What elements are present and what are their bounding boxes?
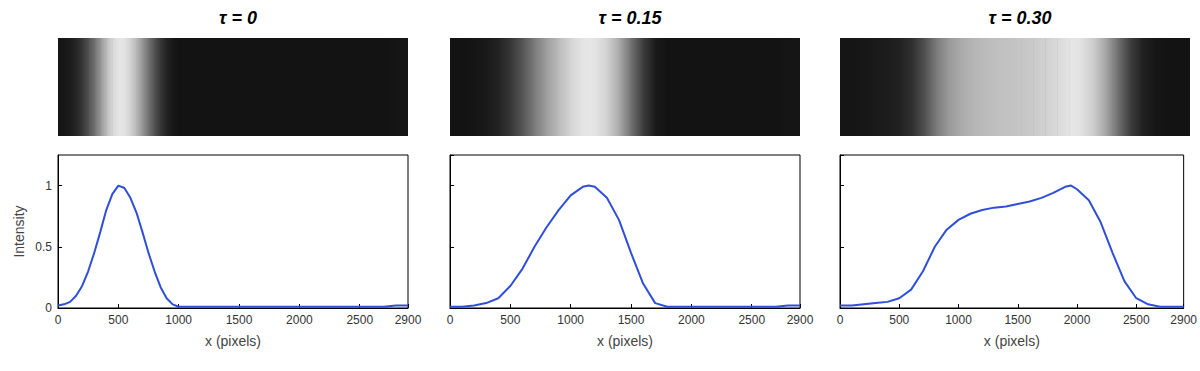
svg-text:1500: 1500 [226, 313, 253, 327]
svg-text:500: 500 [500, 313, 520, 327]
svg-text:1: 1 [45, 179, 52, 193]
svg-text:1500: 1500 [618, 313, 645, 327]
svg-text:2000: 2000 [286, 313, 313, 327]
svg-text:τ = 0.15: τ = 0.15 [599, 8, 663, 28]
svg-text:x (pixels): x (pixels) [984, 333, 1040, 349]
svg-text:0: 0 [45, 301, 52, 315]
svg-text:1000: 1000 [557, 313, 584, 327]
svg-text:1500: 1500 [1004, 313, 1031, 327]
svg-text:x (pixels): x (pixels) [205, 333, 261, 349]
svg-text:500: 500 [108, 313, 128, 327]
svg-text:τ = 0: τ = 0 [219, 8, 257, 28]
svg-text:2900: 2900 [1170, 313, 1197, 327]
svg-text:2500: 2500 [1123, 313, 1150, 327]
svg-text:2500: 2500 [738, 313, 765, 327]
svg-text:τ = 0.30: τ = 0.30 [989, 8, 1052, 28]
svg-text:1000: 1000 [945, 313, 972, 327]
svg-text:Intensity: Intensity [11, 205, 27, 257]
svg-text:2000: 2000 [678, 313, 705, 327]
svg-text:0: 0 [837, 313, 844, 327]
svg-text:0: 0 [447, 313, 454, 327]
svg-text:2000: 2000 [1064, 313, 1091, 327]
svg-text:0: 0 [55, 313, 62, 327]
svg-text:2900: 2900 [787, 313, 814, 327]
svg-text:2900: 2900 [395, 313, 422, 327]
svg-text:1000: 1000 [165, 313, 192, 327]
svg-text:0.5: 0.5 [35, 240, 52, 254]
svg-text:2500: 2500 [346, 313, 373, 327]
svg-text:x (pixels): x (pixels) [597, 333, 653, 349]
svg-text:500: 500 [889, 313, 909, 327]
